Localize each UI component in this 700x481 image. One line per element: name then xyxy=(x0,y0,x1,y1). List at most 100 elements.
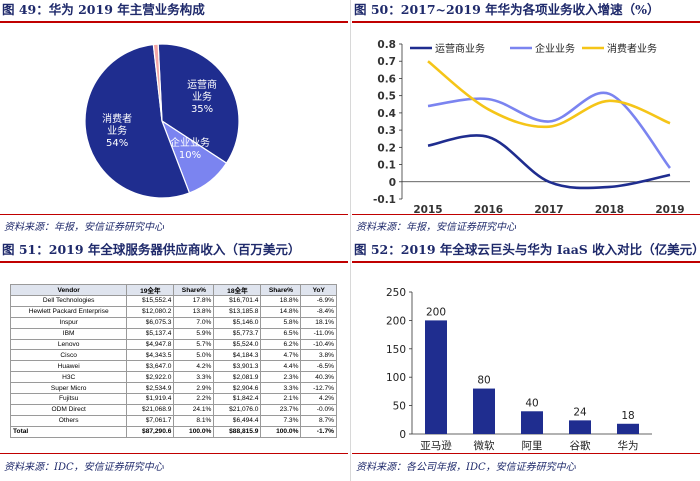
panel-49-rule xyxy=(0,21,348,23)
table-cell: 2.3% xyxy=(260,371,302,384)
bar-category-label-0: 亚马逊 xyxy=(420,440,452,452)
panel-52-title: 图 52：2019 年全球云巨头与华为 IaaS 收入对比（亿美元） xyxy=(354,242,700,257)
pie-slice-0 xyxy=(157,43,240,164)
panel-49-bottom-rule xyxy=(0,214,348,215)
table-cell: $16,701.4 xyxy=(213,295,262,307)
table-row: ODM Direct $21,068.9 24.1% $21,076.0 23.7% -0… xyxy=(9,403,337,416)
table-cell: -1.7% xyxy=(300,425,337,438)
bar-category-label-1: 微软 xyxy=(474,439,495,452)
panel-49: 图 49：华为 2019 年主营业务构成 运营商 业务 35% 企业业务 10% 消费者业… xyxy=(0,0,348,240)
panel-52-bottom-rule xyxy=(352,453,700,454)
table-cell: 6.5% xyxy=(260,327,302,340)
bar-y-tick-label: 100 xyxy=(386,372,406,384)
table-cell: 18.1% xyxy=(300,316,337,329)
table-cell: $21,076.0 xyxy=(213,403,262,416)
table-cell: $2,081.9 xyxy=(213,371,262,384)
table-cell: $87,290.6 xyxy=(126,425,175,438)
table-cell: -0.0% xyxy=(300,403,337,416)
table-cell: $7,061.7 xyxy=(126,414,175,427)
table-cell: $15,552.4 xyxy=(126,295,175,307)
table-cell: 4.7% xyxy=(260,349,302,362)
table-vendor-cell: Hewlett Packard Enterprise xyxy=(9,305,128,318)
y-tick-label: 0.1 xyxy=(377,160,396,172)
table-row: Hewlett Packard Enterprise $12,080.2 13.8%… xyxy=(9,305,337,318)
table-cell: 5.8% xyxy=(260,316,302,329)
table-cell: $5,146.0 xyxy=(213,316,262,329)
pie-label-2: 业务 xyxy=(107,124,127,137)
table-vendor-cell: Inspur xyxy=(9,316,128,329)
panel-52: 图 52：2019 年全球云巨头与华为 IaaS 收入对比（亿美元） 0 50 10… xyxy=(352,240,700,481)
table-vendor-cell: Cisco xyxy=(9,349,128,362)
bar-4 xyxy=(617,423,639,434)
table-cell: 2.2% xyxy=(173,393,215,405)
panel-51-title: 图 51：2019 年全球服务器供应商收入（百万美元） xyxy=(2,242,301,257)
bar-category-label-2: 阿里 xyxy=(522,440,543,452)
series-line-0 xyxy=(427,134,671,190)
x-tick-label: 2018 xyxy=(595,204,624,214)
legend-label-2: 消费者业务 xyxy=(607,42,657,55)
table-cell: -8.4% xyxy=(300,305,337,318)
x-tick-label: 2019 xyxy=(655,204,684,214)
table-cell: 100.0% xyxy=(173,425,215,438)
legend-label-0: 运营商业务 xyxy=(435,42,485,55)
table-cell: 23.7% xyxy=(260,403,302,416)
panel-51-bottom-rule xyxy=(0,453,348,454)
table-cell: 8.1% xyxy=(173,414,215,427)
pie-label-2: 消费者 xyxy=(102,112,132,125)
table-cell: $88,815.9 xyxy=(213,425,262,438)
table-row: H3C $2,922.0 3.3% $2,081.9 2.3% 40.3% xyxy=(9,371,337,384)
table-cell: 3.3% xyxy=(173,371,215,384)
table-cell: 5.7% xyxy=(173,338,215,351)
bar-chart: 0 50 100 150 200 250 200 亚马逊 80 微软 40 阿里 24 谷歌 18 华为 xyxy=(386,287,652,452)
table-body: Dell Technologies $15,552.4 17.8% $16,701.4… xyxy=(9,295,337,438)
table-cell: $4,343.5 xyxy=(126,349,175,362)
table-header-cell: YoY xyxy=(300,284,337,296)
panel-51-source: 资料来源：IDC，安信证券研究中心 xyxy=(4,462,164,473)
table-cell: 24.1% xyxy=(173,403,215,416)
table-row: Cisco $4,343.5 5.0% $4,184.3 4.7% 3.8% xyxy=(9,349,337,362)
table-row: Others $7,061.7 8.1% $6,494.4 7.3% 8.7% xyxy=(9,414,337,427)
y-tick-label: 0.3 xyxy=(377,125,396,137)
table-cell: 100.0% xyxy=(260,425,302,438)
pie-value-label-1: 10% xyxy=(179,150,201,161)
y-tick-label: 0.8 xyxy=(377,39,396,51)
table-cell: 3.8% xyxy=(300,349,337,362)
bar-y-tick-label: 50 xyxy=(393,401,406,413)
table-header-cell: Vendor xyxy=(9,284,128,296)
series-line-2 xyxy=(427,60,671,129)
bar-chart-content: 0 50 100 150 200 250 200 亚马逊 80 微软 40 阿里 24 谷歌 18 华为 xyxy=(386,287,652,452)
table-cell: 4.2% xyxy=(300,393,337,405)
table-cell: -11.0% xyxy=(300,327,337,340)
table-row: IBM $5,137.4 5.9% $5,773.7 6.5% -11.0% xyxy=(9,327,337,340)
pie-slice-3 xyxy=(152,43,163,122)
table-vendor-cell: Dell Technologies xyxy=(9,295,128,307)
pie-value-label-2: 54% xyxy=(106,138,128,149)
panel-49-source: 资料来源：年报，安信证券研究中心 xyxy=(4,222,164,233)
table-vendor-cell: Super Micro xyxy=(9,382,128,395)
table-cell: $6,075.3 xyxy=(126,316,175,329)
panel-50: 图 50：2017~2019 年华为各项业务收入增速（%） -0.1 0 0.1 0.… xyxy=(352,0,700,240)
panel-50-bottom-rule xyxy=(352,214,700,215)
panel-51-rule xyxy=(0,261,348,263)
panel-50-rule xyxy=(352,21,700,23)
x-tick-label: 2016 xyxy=(474,204,503,214)
bar-y-tick-label: 250 xyxy=(386,287,406,299)
table-header-cell: Share% xyxy=(260,284,302,296)
table-cell: 6.2% xyxy=(260,338,302,351)
y-tick-label: 0 xyxy=(389,177,396,189)
table-cell: 7.0% xyxy=(173,316,215,329)
pie-value-label-0: 35% xyxy=(191,104,213,115)
table-cell: 2.1% xyxy=(260,393,302,405)
table-row: Dell Technologies $15,552.4 17.8% $16,701.4… xyxy=(9,295,337,307)
table-vendor-cell: ODM Direct xyxy=(9,403,128,416)
table-vendor-cell: Others xyxy=(9,414,128,427)
table-cell: 2.9% xyxy=(173,382,215,395)
panel-52-rule xyxy=(352,261,700,263)
table-row: Super Micro $2,534.9 2.9% $2,904.6 3.3% -12.7… xyxy=(9,382,337,395)
table-cell: 14.8% xyxy=(260,305,302,318)
table-cell: -10.4% xyxy=(300,338,337,351)
table-cell: $5,137.4 xyxy=(126,327,175,340)
table-header-cell: Share% xyxy=(173,284,215,296)
bar-y-tick-label: 200 xyxy=(386,315,406,327)
table-cell: -6.5% xyxy=(300,360,337,373)
